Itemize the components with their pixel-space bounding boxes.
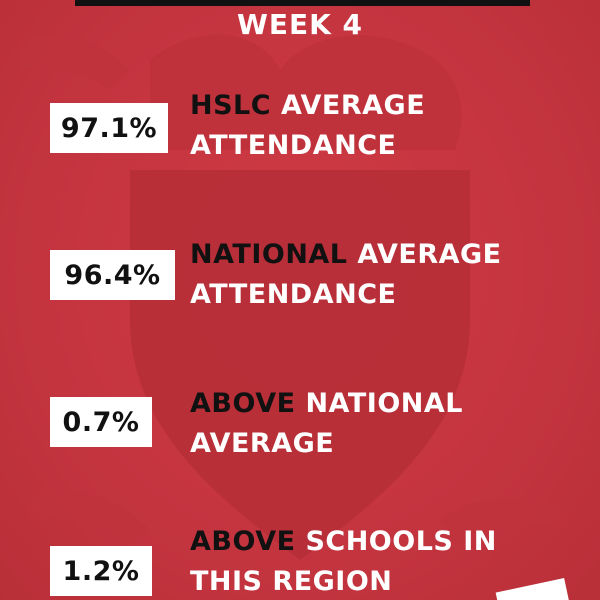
stat-value: 0.7% (50, 397, 152, 447)
stat-label-emphasis: NATIONAL (190, 239, 348, 270)
stat-label: HSLC AVERAGE ATTENDANCE (190, 86, 425, 166)
stat-label-rest: AVERAGE (357, 239, 502, 270)
stat-label-line2: AVERAGE (190, 428, 335, 459)
stat-value: 97.1% (50, 103, 168, 153)
stat-label: ABOVE NATIONAL AVERAGE (190, 384, 463, 464)
page-title: WEEK 4 (236, 8, 364, 41)
stat-label-rest: NATIONAL (305, 388, 463, 419)
stat-label-emphasis: ABOVE (190, 388, 296, 419)
stat-label-line2: THIS REGION (190, 566, 393, 597)
stat-label-line2: ATTENDANCE (190, 279, 397, 310)
stat-value: 96.4% (50, 250, 175, 300)
stat-label: NATIONAL AVERAGE ATTENDANCE (190, 235, 502, 315)
stat-label: ABOVE SCHOOLS IN THIS REGION (190, 522, 497, 600)
stat-label-rest: SCHOOLS IN (305, 526, 497, 557)
stat-label-rest: AVERAGE (280, 90, 426, 121)
stat-value: 1.2% (50, 546, 152, 596)
top-bar (75, 0, 530, 6)
stat-label-emphasis: ABOVE (190, 526, 296, 557)
stat-label-emphasis: HSLC (190, 90, 272, 121)
stat-label-line2: ATTENDANCE (190, 130, 397, 161)
